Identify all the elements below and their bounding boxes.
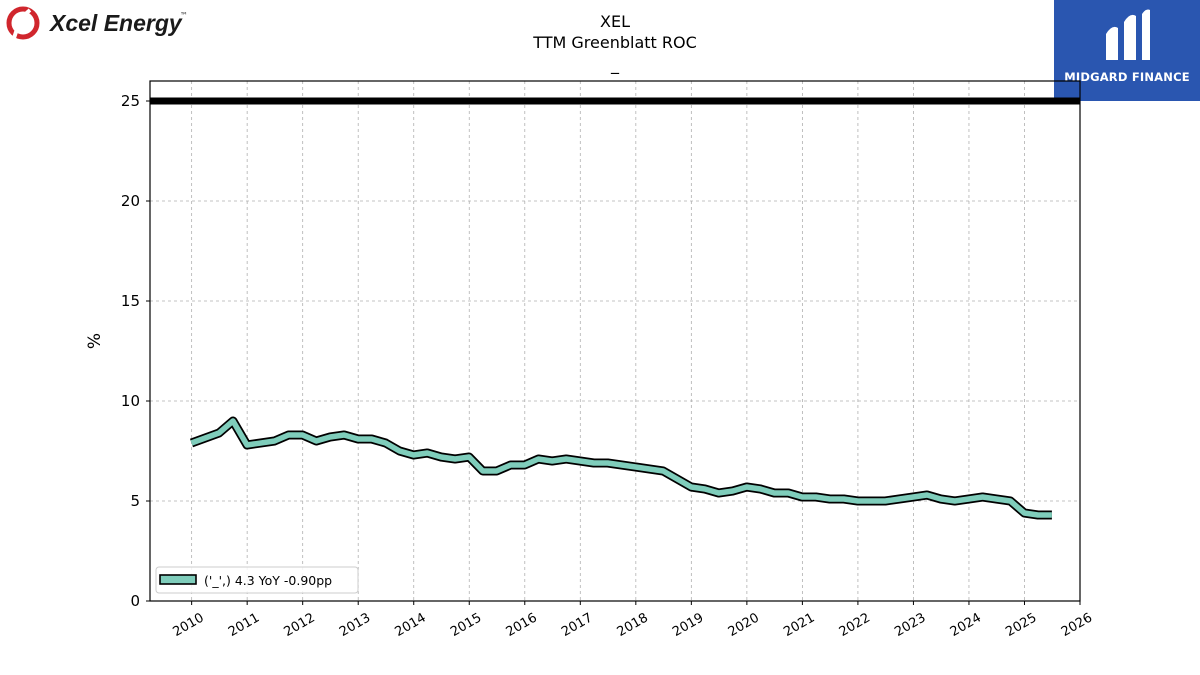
x-tick-label: 2017 bbox=[559, 610, 595, 640]
xcel-swirl-icon bbox=[6, 6, 40, 40]
x-tick-label: 2013 bbox=[337, 610, 373, 640]
xcel-logo-tm: ™ bbox=[180, 11, 188, 20]
series-layer bbox=[189, 416, 1052, 520]
x-tick-label: 2021 bbox=[781, 610, 817, 640]
legend: ('_',) 4.3 YoY -0.90pp bbox=[155, 566, 359, 594]
x-tick-label: 2022 bbox=[837, 610, 873, 640]
x-axis: 2010 2011 2012 2013 2014 2015 2016 2017 2018 2019… bbox=[170, 601, 1095, 640]
plot-frame bbox=[149, 80, 1081, 602]
y-tick-label: 15 bbox=[121, 292, 140, 310]
x-tick-label: 2020 bbox=[726, 610, 762, 640]
midgard-logo-text: MIDGARD FINANCE bbox=[1064, 70, 1190, 84]
chart-title: XEL bbox=[600, 12, 630, 31]
legend-label: ('_',) 4.3 YoY -0.90pp bbox=[204, 573, 332, 588]
x-tick-label: 2016 bbox=[504, 610, 540, 640]
x-tick-label: 2014 bbox=[393, 610, 429, 640]
chart-subtitle: TTM Greenblatt ROC bbox=[532, 33, 697, 52]
series-line bbox=[190, 418, 1052, 518]
x-tick-label: 2010 bbox=[170, 610, 206, 640]
y-tick-label: 0 bbox=[130, 592, 140, 610]
legend-swatch bbox=[159, 574, 197, 585]
y-axis: 0 5 10 15 20 25 bbox=[121, 92, 150, 610]
y-tick-label: 10 bbox=[121, 392, 140, 410]
x-tick-label: 2012 bbox=[282, 610, 318, 640]
xcel-logo-text: Xcel Energy bbox=[48, 10, 183, 36]
x-tick-label: 2024 bbox=[948, 610, 984, 640]
chart-subtitle-2: _ bbox=[610, 55, 620, 75]
x-tick-label: 2025 bbox=[1003, 610, 1039, 640]
x-tick-label: 2023 bbox=[892, 610, 928, 640]
y-tick-label: 25 bbox=[121, 92, 140, 110]
x-tick-label: 2015 bbox=[448, 610, 484, 640]
x-tick-label: 2026 bbox=[1059, 610, 1095, 640]
midgard-emblem-icon bbox=[1106, 9, 1150, 60]
y-tick-label: 20 bbox=[121, 192, 140, 210]
grid bbox=[150, 81, 1081, 601]
y-axis-label: % bbox=[85, 333, 105, 349]
midgard-finance-logo: MIDGARD FINANCE bbox=[1054, 0, 1200, 101]
y-tick-label: 5 bbox=[130, 492, 140, 510]
x-tick-label: 2018 bbox=[615, 610, 651, 640]
x-tick-label: 2019 bbox=[670, 610, 706, 640]
x-tick-label: 2011 bbox=[226, 610, 262, 640]
xcel-energy-logo: Xcel Energy ™ bbox=[6, 4, 206, 42]
legend-box bbox=[155, 566, 359, 594]
